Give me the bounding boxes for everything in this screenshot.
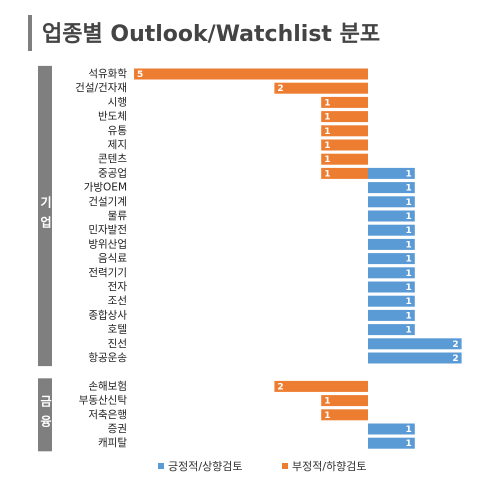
category-label: 항공운송 (88, 352, 127, 364)
category-label: 전력기기 (88, 267, 127, 279)
bar (321, 125, 368, 137)
title-accent (28, 15, 32, 51)
bar (368, 352, 462, 364)
category-label: 물류 (108, 210, 128, 222)
bar (321, 167, 368, 179)
category-label: 종합상사 (88, 309, 127, 321)
category-label: 중공업 (98, 166, 127, 179)
value-label: 1 (324, 98, 330, 108)
bar (368, 309, 415, 321)
value-label: 1 (406, 439, 412, 449)
category-label: 석유화학 (88, 68, 127, 80)
group-label: 금융 (39, 394, 53, 434)
value-label: 1 (406, 212, 412, 222)
category-label: 증권 (108, 423, 127, 435)
bar (321, 153, 368, 165)
category-label: 방위산업 (88, 237, 127, 250)
category-label: 캐피탈 (98, 436, 127, 449)
value-label: 1 (324, 411, 330, 421)
category-label: 손해보험 (88, 379, 127, 392)
value-label: 1 (406, 198, 412, 208)
legend-label: 긍정적/상향검토 (168, 460, 243, 473)
bar (368, 281, 415, 293)
value-label: 1 (324, 113, 330, 123)
chart-title: 업종별 Outlook/Watchlist 분포 (42, 22, 380, 47)
category-label: 부동산신탁 (79, 395, 128, 407)
value-label: 1 (406, 269, 412, 279)
bar (368, 196, 415, 208)
value-label: 1 (406, 311, 412, 321)
bar (321, 395, 368, 407)
category-label: 반도체 (98, 111, 127, 123)
bar (321, 111, 368, 123)
bar (368, 224, 415, 236)
bar (368, 182, 415, 194)
category-label: 저축은행 (88, 409, 127, 421)
value-label: 1 (406, 297, 412, 307)
category-label: 건설기계 (88, 196, 127, 208)
value-label: 1 (324, 127, 330, 137)
value-label: 1 (406, 255, 412, 265)
category-label: 시행 (108, 96, 127, 108)
bar (368, 267, 415, 279)
category-label: 가방OEM (84, 182, 127, 194)
category-label: 음식료 (98, 253, 127, 265)
group-band (38, 378, 52, 452)
bar (368, 210, 415, 222)
category-label: 건설/건자재 (75, 82, 127, 94)
category-label: 전자 (108, 281, 128, 293)
value-label: 2 (277, 84, 283, 94)
value-label: 1 (406, 169, 412, 179)
bar (368, 423, 415, 435)
value-label: 2 (277, 382, 283, 392)
legend-swatch (158, 463, 164, 469)
category-label: 진선 (108, 338, 127, 350)
bar (368, 437, 415, 449)
bar (321, 139, 368, 151)
category-label: 제지 (108, 139, 127, 151)
bar (274, 82, 368, 94)
category-label: 콘텐츠 (98, 153, 127, 165)
group-label: 기업 (39, 195, 53, 236)
bar (368, 324, 415, 336)
value-label: 1 (324, 397, 330, 407)
bar (321, 409, 368, 421)
value-label: 1 (406, 240, 412, 250)
group-band (38, 65, 52, 367)
bar (368, 295, 415, 307)
bar (368, 238, 415, 250)
bar (368, 167, 415, 179)
bar (274, 380, 368, 392)
value-label: 1 (406, 226, 412, 236)
category-label: 호텔 (108, 324, 127, 336)
value-label: 1 (406, 283, 412, 293)
bar (368, 338, 462, 350)
bar (368, 253, 415, 265)
value-label: 2 (452, 340, 458, 350)
value-label: 1 (324, 155, 330, 165)
value-label: 1 (324, 169, 330, 179)
bar (134, 68, 368, 80)
value-label: 1 (406, 184, 412, 194)
value-label: 1 (406, 425, 412, 435)
bar (321, 96, 368, 108)
value-label: 5 (137, 70, 143, 80)
value-label: 1 (406, 326, 412, 336)
legend-label: 부정적/하향검토 (292, 459, 367, 473)
value-label: 1 (324, 141, 330, 151)
legend-swatch (282, 463, 288, 469)
value-label: 2 (452, 354, 458, 364)
category-label: 조선 (108, 295, 127, 307)
category-label: 민자발전 (88, 224, 127, 236)
category-label: 유통 (108, 125, 128, 137)
